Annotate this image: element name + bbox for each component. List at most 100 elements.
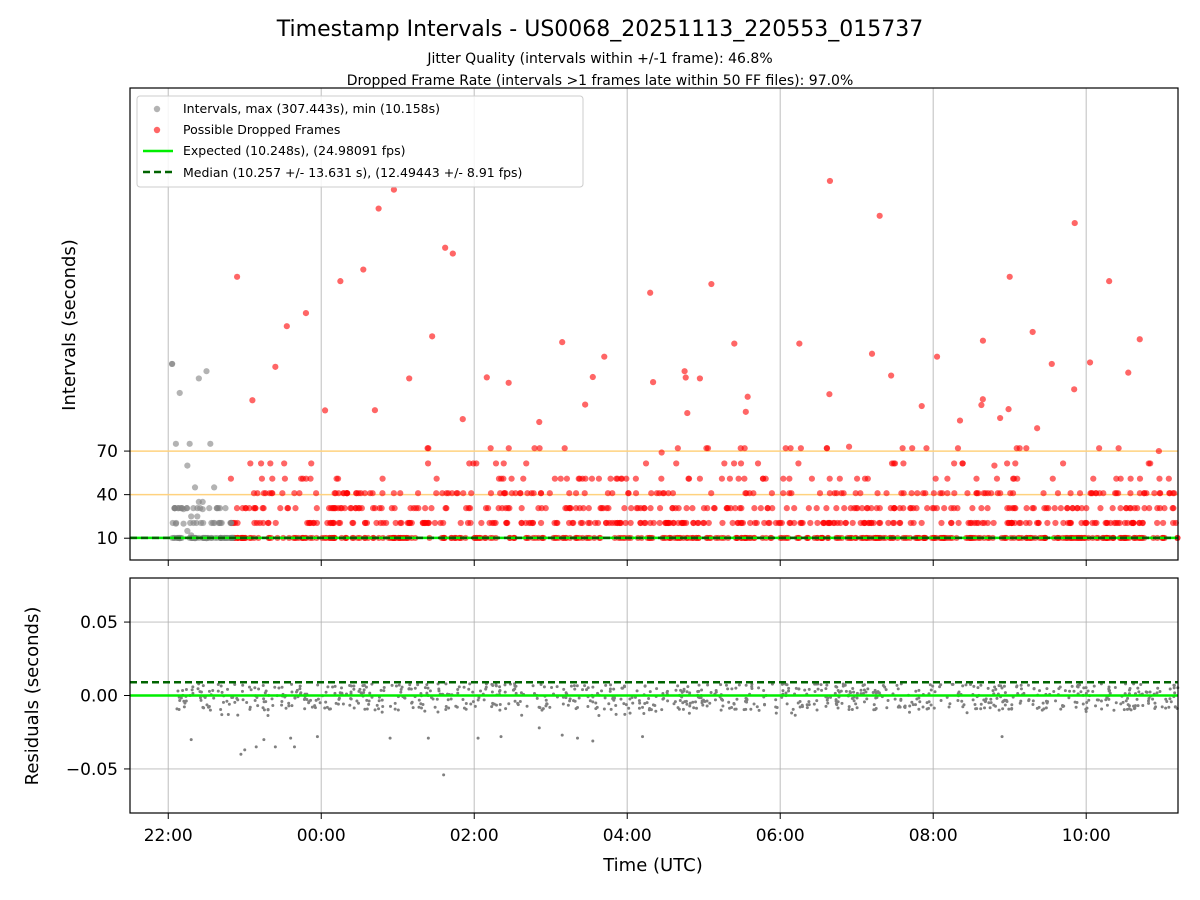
dropped-frame-point	[700, 519, 707, 527]
y-tick-label: 40	[96, 486, 118, 506]
residual-point	[781, 689, 785, 693]
residual-point	[1000, 735, 1004, 739]
dropped-frame-point	[979, 337, 987, 344]
dropped-frame-point	[718, 475, 726, 482]
residual-point	[847, 707, 851, 711]
residual-point	[608, 687, 612, 691]
dropped-frame-point	[852, 490, 859, 497]
residual-point	[287, 701, 291, 705]
interval-point	[222, 505, 229, 512]
dropped-frame-point	[1083, 505, 1090, 512]
interval-point	[227, 519, 235, 527]
dropped-frame-point	[492, 460, 500, 467]
residual-point	[734, 686, 738, 690]
residual-point	[665, 689, 669, 693]
dropped-frame-point	[824, 519, 832, 527]
residual-point	[895, 683, 899, 687]
dropped-frame-point	[997, 414, 1004, 422]
residual-point	[603, 696, 607, 700]
residual-point	[1121, 700, 1125, 704]
residual-point	[273, 685, 277, 689]
dropped-frame-point	[391, 505, 398, 512]
residual-point	[684, 699, 688, 703]
residual-point	[969, 683, 973, 687]
residual-point	[467, 687, 471, 691]
residual-point	[730, 687, 734, 691]
residual-point	[732, 702, 736, 706]
residual-point	[643, 701, 647, 705]
residual-point	[594, 701, 598, 705]
dropped-frame-point	[820, 519, 827, 527]
residual-point	[362, 688, 366, 692]
dropped-frame-point	[523, 460, 530, 467]
residual-point	[334, 701, 338, 705]
residual-point	[742, 708, 746, 712]
residual-point	[583, 684, 587, 688]
residual-point	[573, 687, 577, 691]
interval-point	[172, 440, 179, 447]
residual-point	[642, 712, 646, 716]
residual-point	[1037, 705, 1041, 709]
dropped-frame-point	[679, 519, 686, 527]
dropped-frame-point	[581, 490, 588, 497]
dropped-frame-point	[1069, 505, 1076, 512]
residual-point	[987, 701, 991, 705]
dropped-frame-point	[696, 375, 703, 382]
dropped-frame-point	[738, 505, 745, 512]
dropped-frame-point	[918, 519, 925, 527]
dropped-frame-point	[260, 519, 267, 527]
dropped-frame-point	[641, 505, 648, 512]
dropped-frame-point	[498, 475, 505, 482]
residual-point	[1168, 687, 1172, 691]
residual-point	[824, 687, 828, 691]
dropped-frame-point	[731, 340, 738, 347]
x-axis-label: Time (UTC)	[602, 855, 703, 876]
interval-point	[176, 389, 183, 397]
residual-point	[435, 697, 439, 701]
residual-point	[1107, 685, 1111, 689]
residual-point	[918, 700, 922, 704]
dropped-frame-point	[279, 490, 286, 497]
residual-point	[627, 706, 631, 710]
residual-point	[908, 704, 912, 708]
dropped-frame-point	[647, 289, 654, 296]
residual-point	[479, 689, 483, 693]
residual-point	[525, 704, 529, 708]
residual-point	[866, 687, 870, 691]
dropped-frame-point	[442, 244, 449, 251]
residual-point	[271, 703, 275, 707]
residual-point	[654, 709, 658, 713]
residual-point	[241, 683, 245, 687]
dropped-frame-point	[390, 490, 397, 497]
residual-point	[464, 702, 468, 706]
interval-point	[184, 462, 191, 469]
residual-point	[316, 697, 320, 701]
residual-point	[298, 684, 302, 688]
dropped-frame-point	[1064, 505, 1071, 512]
interval-point	[194, 513, 201, 520]
residual-point	[884, 688, 888, 692]
interval-point	[190, 519, 197, 527]
dropped-frame-point	[990, 519, 997, 527]
residual-point	[1003, 691, 1007, 695]
dropped-frame-point	[787, 519, 794, 527]
residual-point	[1019, 687, 1023, 691]
residual-point	[986, 686, 990, 690]
residual-point	[446, 698, 450, 702]
interval-point	[180, 506, 187, 513]
residual-point	[678, 698, 682, 702]
residual-point	[1075, 685, 1079, 689]
residual-point	[595, 705, 599, 709]
dropped-frame-point	[1134, 505, 1141, 512]
dropped-frame-point	[1017, 519, 1024, 527]
dropped-frame-point	[782, 445, 789, 452]
dropped-frame-point	[358, 505, 365, 512]
residual-point	[836, 700, 840, 704]
residual-point	[198, 696, 202, 700]
residual-point	[407, 687, 411, 691]
dropped-frame-point	[681, 368, 688, 375]
residual-point	[812, 702, 816, 706]
dropped-frame-point	[380, 519, 387, 527]
residual-point	[290, 704, 294, 708]
